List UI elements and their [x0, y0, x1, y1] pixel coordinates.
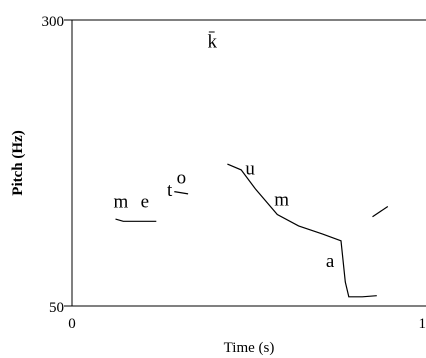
segment-label-4: o	[177, 168, 187, 189]
x-tick-label-start: 0	[68, 316, 76, 332]
segment-label-5: k̄	[207, 31, 217, 52]
y-tick-label-bottom: 50	[49, 300, 64, 316]
segment-label-6: u	[245, 158, 255, 179]
plot-area	[64, 19, 426, 307]
segment-label-8: a	[326, 251, 335, 272]
pitch-contour-4	[372, 206, 389, 218]
y-axis-title: Pitch (Hz)	[10, 130, 26, 195]
pitch-contour-1	[115, 218, 157, 222]
pitch-contour-2	[174, 191, 189, 195]
segment-label-7: m	[274, 189, 289, 210]
y-tick-label-top: 300	[42, 14, 65, 30]
x-tick-label-end: 1	[419, 316, 426, 332]
x-axis-title: Time (s)	[224, 340, 275, 356]
segment-label-1: m	[114, 192, 129, 213]
pitch-contour-3	[227, 163, 377, 298]
segment-label-2: e	[141, 192, 149, 213]
series-layer	[115, 163, 389, 298]
segment-label-3: t	[167, 180, 173, 201]
